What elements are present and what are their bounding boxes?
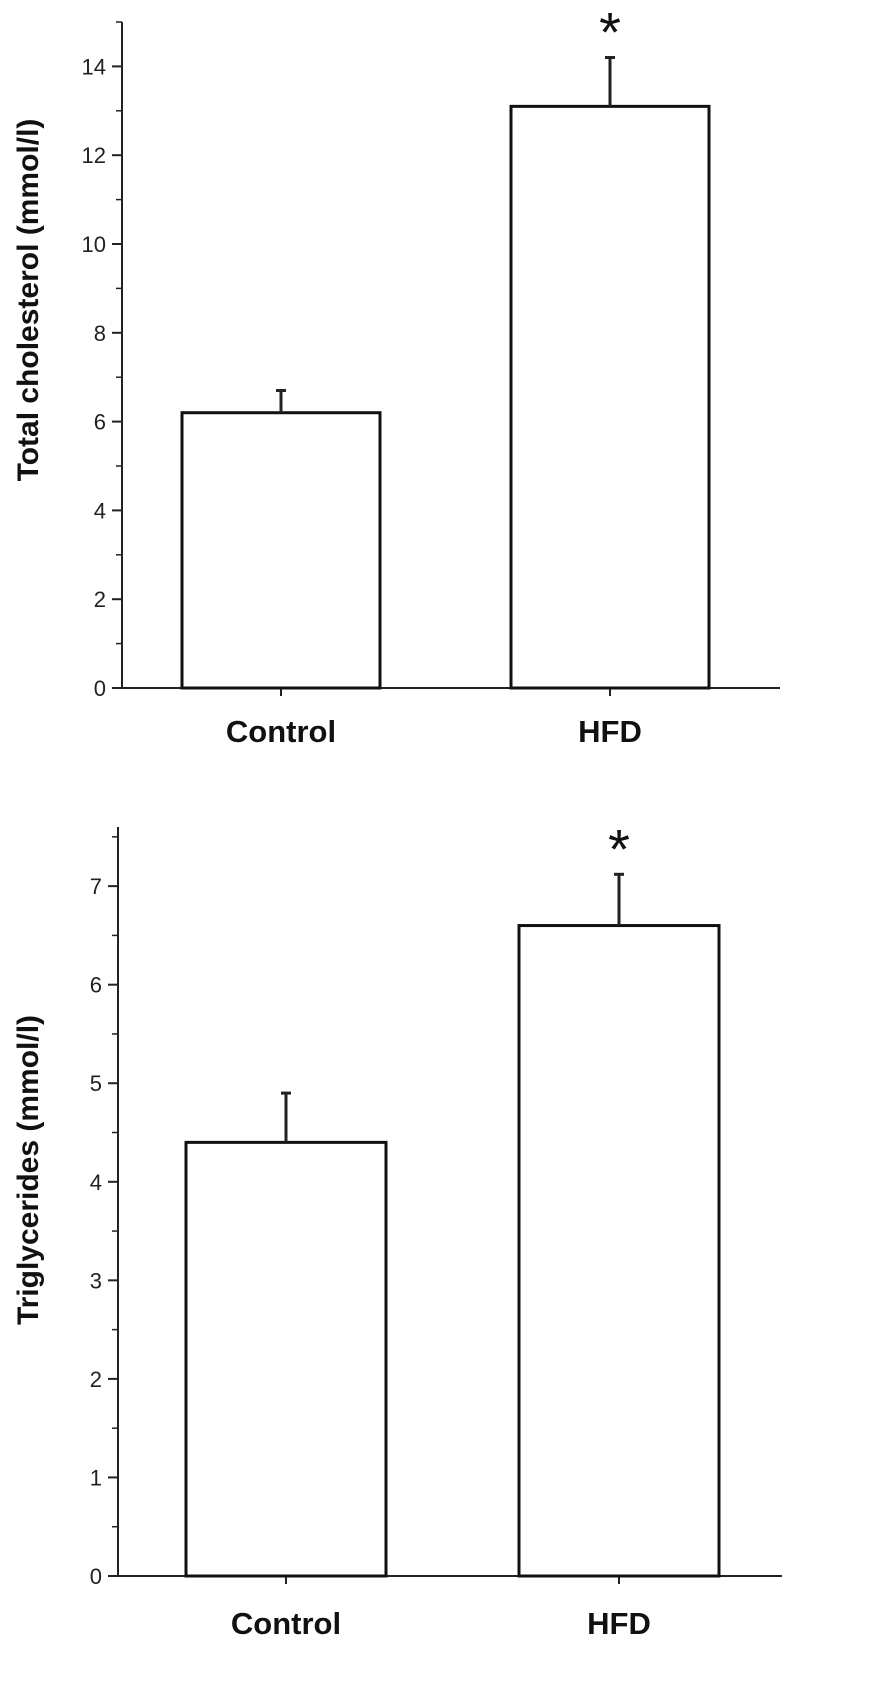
y-ticks: 0 2 4 6 8 10 12 14 <box>82 21 122 701</box>
significance-marker: * <box>599 1 621 64</box>
chart-total-cholesterol: Total cholesterol (mmol/l) 0 2 4 6 8 10 12 14 *… <box>12 1 780 749</box>
y-tick-label: 3 <box>90 1268 102 1293</box>
bar-hfd <box>509 104 711 690</box>
x-tick-labels: Control HFD <box>226 714 642 749</box>
bars: * <box>184 817 721 1578</box>
y-tick-label: 8 <box>94 321 106 346</box>
x-tick-label: Control <box>231 1606 341 1641</box>
y-tick-label: 0 <box>94 676 106 701</box>
bar-control <box>180 411 382 690</box>
y-tick-label: 4 <box>94 498 106 523</box>
y-tick-label: 6 <box>90 973 102 998</box>
y-tick-label: 7 <box>90 874 102 899</box>
x-tick-label: HFD <box>578 714 642 749</box>
y-axis-title: Total cholesterol (mmol/l) <box>12 119 45 482</box>
x-tick-label: HFD <box>587 1606 651 1641</box>
y-ticks: 0 1 2 3 4 5 6 7 <box>90 836 118 1589</box>
y-tick-label: 1 <box>90 1465 102 1490</box>
significance-marker: * <box>608 817 630 880</box>
bar-hfd <box>517 924 721 1578</box>
y-axis-title: Triglycerides (mmol/l) <box>12 1015 45 1325</box>
x-tick-label: Control <box>226 714 336 749</box>
y-tick-label: 5 <box>90 1071 102 1096</box>
bars: * <box>180 1 711 690</box>
y-tick-label: 10 <box>82 232 106 257</box>
x-tick-labels: Control HFD <box>231 1606 651 1641</box>
y-tick-label: 14 <box>82 54 106 79</box>
y-tick-label: 2 <box>94 587 106 612</box>
bar-control <box>184 1140 388 1578</box>
y-tick-label: 0 <box>90 1564 102 1589</box>
y-tick-label: 6 <box>94 410 106 435</box>
chart-triglycerides: Triglycerides (mmol/l) 0 1 2 3 4 5 6 7 * Contro… <box>12 817 782 1641</box>
y-tick-label: 2 <box>90 1367 102 1392</box>
y-tick-label: 12 <box>82 143 106 168</box>
y-tick-label: 4 <box>90 1170 102 1195</box>
